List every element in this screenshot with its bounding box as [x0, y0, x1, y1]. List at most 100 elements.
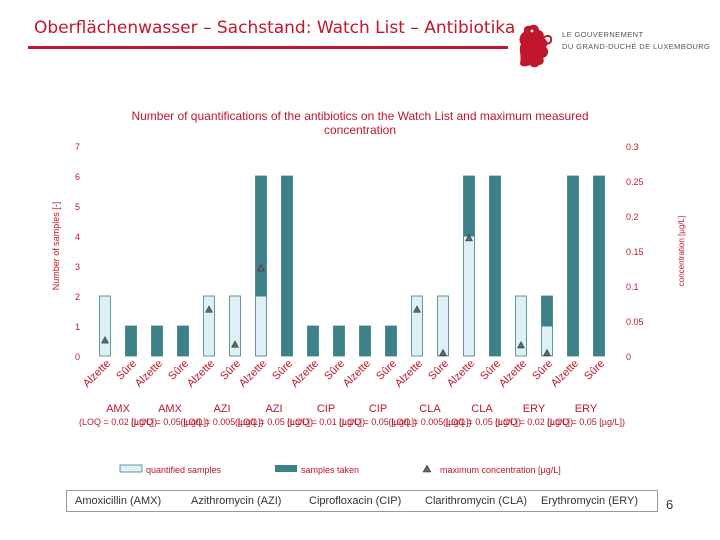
group-loq-label: (LOQ = 0.05 [µg/L]): [235, 417, 313, 427]
max-concentration-marker: [231, 340, 239, 348]
substance-ery: Erythromycin (ERY): [541, 495, 638, 507]
x-category-label: Alzette: [133, 358, 165, 390]
bar-quantified: [515, 295, 527, 357]
group-label: AZI: [265, 403, 282, 415]
substance-cip: Ciprofloxacin (CIP): [309, 495, 402, 507]
y-axis-ticks: 0 1 2 3 4 5 6 7: [75, 142, 80, 362]
y2-tick-label: 0.05: [626, 317, 644, 327]
bar-samples-taken: [541, 295, 553, 327]
bar-samples-taken: [177, 325, 189, 357]
y-tick-label: 7: [75, 142, 80, 152]
group-label: ERY: [523, 403, 546, 415]
substance-cla: Clarithromycin (CLA): [425, 495, 528, 507]
chart-title-line-1: Number of quantifications of the antibio…: [131, 109, 588, 123]
legend-label-taken: samples taken: [301, 465, 359, 475]
max-concentration-marker: [413, 305, 421, 313]
group-label: AZI: [213, 403, 230, 415]
x-category-label: Alzette: [549, 358, 581, 390]
bar-quantified: [229, 295, 241, 357]
bar-samples-taken: [333, 325, 345, 357]
bar-quantified: [99, 295, 111, 357]
y2-tick-label: 0.3: [626, 142, 639, 152]
group-loq-label: (LOQ = 0.05 [µg/L]): [339, 417, 417, 427]
max-concentration-marker: [465, 233, 473, 242]
x-category-label: Alzette: [393, 358, 425, 390]
y2-tick-label: 0: [626, 352, 631, 362]
substance-amx: Amoxicillin (AMX): [75, 495, 162, 507]
bar-samples-taken: [307, 325, 319, 357]
bar-quantified: [255, 295, 267, 357]
bar-quantified: [463, 235, 475, 357]
group-loq-label: (LOQ = 0.05 [µg/L]): [443, 417, 521, 427]
group-label: CIP: [317, 403, 335, 415]
lion-icon: [519, 24, 553, 68]
bar-samples-taken: [593, 175, 605, 357]
y2-tick-label: 0.15: [626, 247, 644, 257]
group-loq-label: (LOQ = 0.05 [µg/L]): [131, 417, 209, 427]
y-tick-label: 2: [75, 292, 80, 302]
substance-legend: Amoxicillin (AMX) Azithromycin (AZI) Cip…: [66, 490, 658, 512]
x-category-label: Alzette: [497, 358, 529, 390]
bar-samples-taken: [385, 325, 397, 357]
y2-tick-label: 0.1: [626, 282, 639, 292]
y-tick-label: 0: [75, 352, 80, 362]
chart-title-line-2: concentration: [324, 123, 396, 137]
substance-azi: Azithromycin (AZI): [191, 495, 282, 507]
x-category-label: Alzette: [185, 358, 217, 390]
bar-samples-taken: [151, 325, 163, 357]
max-concentration-marker: [257, 263, 265, 272]
x-category-label: Alzette: [237, 358, 269, 390]
bar-samples-taken: [359, 325, 371, 357]
logo-line-1: LE GOUVERNEMENT: [562, 30, 644, 39]
y2-axis-label: concentration [µg/L]: [677, 216, 686, 286]
legend-label-quantified: quantified samples: [146, 465, 222, 475]
bar-quantified: [203, 295, 215, 357]
title-rule: [28, 46, 508, 49]
group-label: CLA: [471, 403, 493, 415]
legend: quantified samples samples taken maximum…: [119, 464, 561, 475]
y2-axis-ticks: 0 0.05 0.1 0.15 0.2 0.25 0.3: [626, 142, 644, 362]
group-label: CLA: [419, 403, 441, 415]
y-axis-label: Number of samples [-]: [51, 202, 61, 291]
max-concentration-marker: [439, 348, 447, 356]
bar-samples-taken: [125, 325, 137, 357]
logo-line-2: DU GRAND-DUCHÉ DE LUXEMBOURG: [562, 42, 711, 51]
bar-samples-taken: [463, 175, 475, 237]
group-label: AMX: [158, 403, 183, 415]
y-tick-label: 1: [75, 322, 80, 332]
bar-samples-taken: [567, 175, 579, 357]
group-label: AMX: [106, 403, 131, 415]
bars: [99, 175, 605, 357]
page-number: 6: [666, 497, 674, 512]
group-loq-label: (LOQ = 0.05 [µg/L]): [547, 417, 625, 427]
group-loq-label: (LOQ = 0.005 [µg/L]): [181, 417, 264, 427]
y-tick-label: 4: [75, 232, 80, 242]
bar-samples-taken: [489, 175, 501, 357]
y-tick-label: 6: [75, 172, 80, 182]
max-concentration-markers: [101, 233, 551, 356]
group-label: ERY: [575, 403, 598, 415]
bar-quantified: [437, 295, 449, 357]
x-category-label: Alzette: [289, 358, 321, 390]
bar-samples-taken: [281, 175, 293, 357]
y2-tick-label: 0.25: [626, 177, 644, 187]
x-category-label: Alzette: [341, 358, 373, 390]
legend-marker-triangle: [422, 464, 432, 473]
max-concentration-marker: [543, 348, 551, 356]
group-label: CIP: [369, 403, 387, 415]
max-concentration-marker: [101, 336, 109, 344]
max-concentration-marker: [205, 305, 213, 313]
max-concentration-marker: [517, 340, 525, 349]
legend-swatch-quantified: [119, 464, 143, 473]
group-loq-label: (LOQ = 0.02 [µg/L]): [495, 417, 573, 427]
x-category-label: Alzette: [81, 358, 113, 390]
legend-swatch-taken: [275, 465, 297, 472]
group-loq-label: (LOQ = 0.01 [µg/L]): [287, 417, 365, 427]
x-category-label: Alzette: [445, 358, 477, 390]
y-tick-label: 5: [75, 202, 80, 212]
bar-samples-taken: [255, 175, 267, 297]
y-tick-label: 3: [75, 262, 80, 272]
legend-label-maxconc: maximum concentration [µg/L]: [440, 465, 561, 475]
